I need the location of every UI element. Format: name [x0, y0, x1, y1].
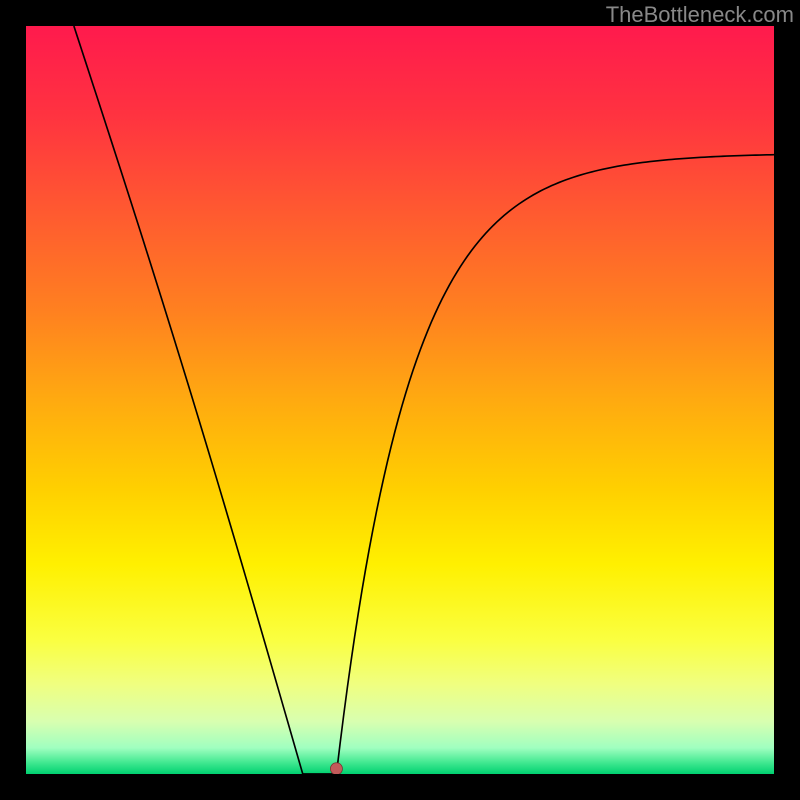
- curve-left-branch: [74, 26, 303, 774]
- chart-container: TheBottleneck.com: [0, 0, 800, 800]
- watermark-text: TheBottleneck.com: [606, 2, 794, 28]
- curve-right-branch: [336, 155, 774, 774]
- plot-area: [26, 26, 774, 774]
- bottleneck-curve-svg: [26, 26, 774, 774]
- minimum-marker: [330, 763, 342, 774]
